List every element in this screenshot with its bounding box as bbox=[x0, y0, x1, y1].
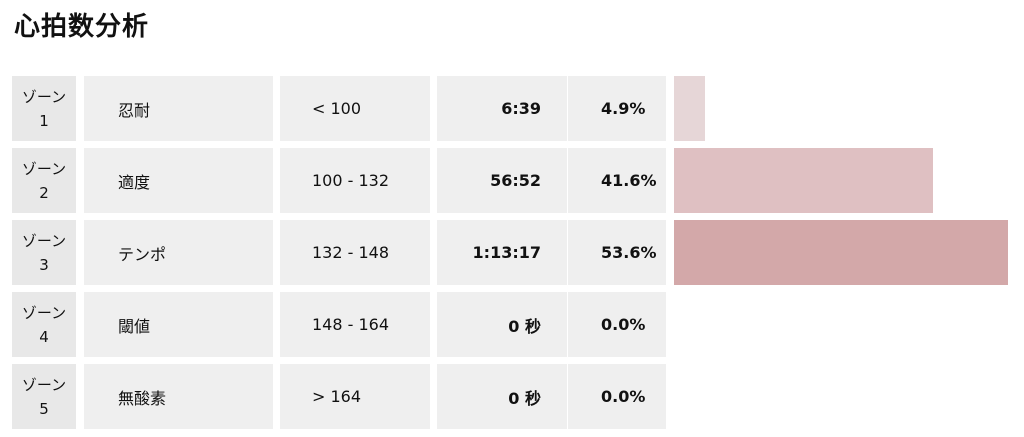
zone-time: 0 秒 bbox=[437, 364, 567, 429]
zone-name: テンポ bbox=[84, 220, 273, 285]
zone-number: 5 bbox=[39, 399, 49, 418]
zone-range: 148 - 164 bbox=[280, 292, 430, 357]
heart-rate-zone-table: ゾーン 1 忍耐 < 100 6:39 4.9% ゾーン 2 適度 100 - … bbox=[12, 76, 1010, 436]
page-title: 心拍数分析 bbox=[14, 12, 150, 42]
zone-percent: 0.0% bbox=[568, 292, 666, 357]
zone-range: 132 - 148 bbox=[280, 220, 430, 285]
table-row-zone-1: ゾーン 1 忍耐 < 100 6:39 4.9% bbox=[12, 76, 1010, 141]
zone-time: 0 秒 bbox=[437, 292, 567, 357]
zone-label-text: ゾーン bbox=[21, 375, 67, 394]
zone-time: 56:52 bbox=[437, 148, 567, 213]
zone-label-text: ゾーン bbox=[21, 303, 67, 322]
zone-range: > 164 bbox=[280, 364, 430, 429]
zone-label: ゾーン 3 bbox=[12, 220, 76, 285]
zone-bar-track bbox=[674, 364, 1008, 429]
zone-name: 無酸素 bbox=[84, 364, 273, 429]
zone-percent: 53.6% bbox=[568, 220, 666, 285]
zone-bar-track bbox=[674, 292, 1008, 357]
zone-percent: 0.0% bbox=[568, 364, 666, 429]
zone-time: 1:13:17 bbox=[437, 220, 567, 285]
zone-label-text: ゾーン bbox=[21, 87, 67, 106]
zone-name: 閾値 bbox=[84, 292, 273, 357]
zone-number: 1 bbox=[39, 111, 49, 130]
zone-bar bbox=[674, 148, 934, 213]
zone-bar bbox=[674, 220, 1008, 285]
zone-bar-track bbox=[674, 220, 1008, 285]
zone-number: 3 bbox=[39, 255, 49, 274]
zone-bar-track bbox=[674, 76, 1008, 141]
zone-percent: 4.9% bbox=[568, 76, 666, 141]
zone-bar-track bbox=[674, 148, 1008, 213]
zone-percent: 41.6% bbox=[568, 148, 666, 213]
zone-label: ゾーン 1 bbox=[12, 76, 76, 141]
zone-time: 6:39 bbox=[437, 76, 567, 141]
zone-label: ゾーン 5 bbox=[12, 364, 76, 429]
zone-label: ゾーン 4 bbox=[12, 292, 76, 357]
table-row-zone-3: ゾーン 3 テンポ 132 - 148 1:13:17 53.6% bbox=[12, 220, 1010, 285]
zone-bar bbox=[674, 76, 705, 141]
table-row-zone-4: ゾーン 4 閾値 148 - 164 0 秒 0.0% bbox=[12, 292, 1010, 357]
table-row-zone-2: ゾーン 2 適度 100 - 132 56:52 41.6% bbox=[12, 148, 1010, 213]
zone-label: ゾーン 2 bbox=[12, 148, 76, 213]
zone-number: 2 bbox=[39, 183, 49, 202]
zone-label-text: ゾーン bbox=[21, 159, 67, 178]
zone-range: < 100 bbox=[280, 76, 430, 141]
zone-name: 適度 bbox=[84, 148, 273, 213]
table-row-zone-5: ゾーン 5 無酸素 > 164 0 秒 0.0% bbox=[12, 364, 1010, 429]
zone-range: 100 - 132 bbox=[280, 148, 430, 213]
zone-number: 4 bbox=[39, 327, 49, 346]
zone-name: 忍耐 bbox=[84, 76, 273, 141]
zone-label-text: ゾーン bbox=[21, 231, 67, 250]
